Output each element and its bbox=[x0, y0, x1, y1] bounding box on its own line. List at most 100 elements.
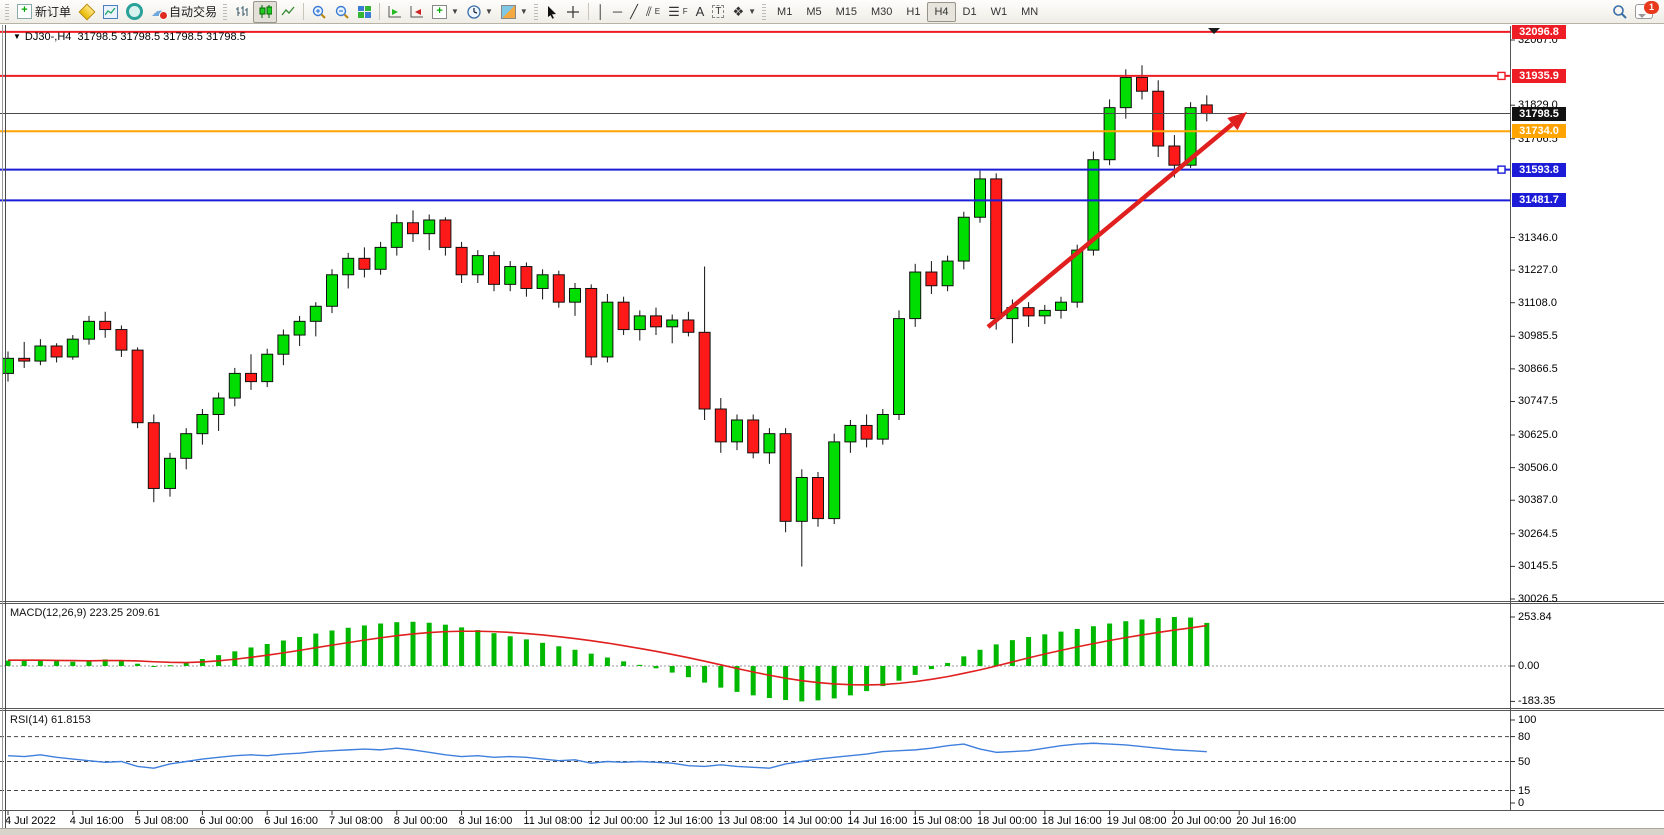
toolbar-separator bbox=[587, 3, 589, 20]
y-tick-label: 30866.5 bbox=[1518, 362, 1558, 375]
x-time-label: 6 Jul 16:00 bbox=[264, 815, 319, 827]
cursor-tool-button[interactable] bbox=[542, 2, 562, 22]
rsi-tick-label: 100 bbox=[1518, 714, 1537, 726]
toolbar-grip[interactable] bbox=[762, 3, 767, 20]
horizontal-line-tool-button[interactable]: ─ bbox=[612, 4, 623, 19]
window-left-border bbox=[2, 25, 3, 828]
market-watch-button[interactable] bbox=[75, 2, 99, 22]
timeframe-h1[interactable]: H1 bbox=[906, 5, 921, 18]
bar-chart-mode-button[interactable] bbox=[231, 2, 253, 22]
vertical-line-tool-button[interactable]: │ bbox=[596, 4, 605, 19]
fibonacci-tool-button[interactable]: ☰ F bbox=[668, 4, 688, 19]
new-chart-button[interactable] bbox=[99, 2, 122, 22]
toolbar-separator bbox=[379, 3, 381, 20]
timeframe-m5[interactable]: M5 bbox=[806, 5, 822, 18]
timeframe-w1[interactable]: W1 bbox=[990, 5, 1008, 18]
autotrade-label: 自动交易 bbox=[169, 5, 218, 19]
autotrade-button[interactable]: ☁ 自动交易 bbox=[147, 2, 221, 22]
periods-button[interactable]: ▼ bbox=[463, 2, 497, 22]
price-line-badge: 32096.8 bbox=[1512, 24, 1566, 39]
timeframe-h4-active[interactable]: H4 bbox=[927, 1, 956, 22]
toolbar-grip[interactable] bbox=[5, 3, 9, 20]
toolbar-grip[interactable] bbox=[223, 3, 228, 20]
arrows-tool-button[interactable]: ❖ ▼ bbox=[732, 4, 757, 19]
x-time-label: 14 Jul 00:00 bbox=[782, 815, 843, 827]
data-window-button[interactable] bbox=[122, 2, 147, 22]
y-tick-label: 30387.0 bbox=[1518, 494, 1558, 507]
toolbar-grip[interactable] bbox=[533, 3, 538, 20]
chart-symbol-period: DJ30-,H4 bbox=[24, 31, 72, 43]
rsi-tick-label: 80 bbox=[1518, 730, 1531, 743]
notification-count-badge: 1 bbox=[1644, 1, 1659, 14]
x-time-label: 8 Jul 00:00 bbox=[393, 815, 448, 827]
timeframe-m30[interactable]: M30 bbox=[871, 5, 893, 18]
y-tick-label: 31346.0 bbox=[1518, 231, 1558, 244]
zoom-out-icon bbox=[335, 5, 349, 19]
x-time-label: 18 Jul 00:00 bbox=[977, 815, 1037, 827]
y-tick-label: 30026.5 bbox=[1518, 592, 1558, 605]
rsi-indicator-label: RSI(14) 61.8153 bbox=[10, 714, 91, 726]
market-watch-icon bbox=[78, 3, 96, 20]
x-time-label: 5 Jul 08:00 bbox=[134, 815, 189, 827]
templates-button[interactable]: ▼ bbox=[497, 2, 532, 22]
y-tick-label: 30625.0 bbox=[1518, 429, 1558, 442]
x-time-label: 12 Jul 16:00 bbox=[653, 815, 713, 827]
timeframe-m15[interactable]: M15 bbox=[835, 5, 857, 18]
chart-menu-triangle-icon[interactable]: ▼ bbox=[13, 32, 21, 41]
macd-tick-label: -183.35 bbox=[1518, 695, 1556, 708]
chart-shift-button[interactable] bbox=[406, 2, 428, 22]
text-tool-button[interactable]: A bbox=[695, 4, 705, 19]
y-tick-label: 30145.5 bbox=[1518, 560, 1558, 573]
y-tick-label: 31227.0 bbox=[1518, 264, 1558, 277]
line-chart-mode-button[interactable] bbox=[277, 2, 299, 22]
x-time-label: 4 Jul 16:00 bbox=[69, 815, 124, 827]
zoom-out-button[interactable] bbox=[331, 2, 354, 22]
trendline-tool-button[interactable]: ╱ bbox=[630, 4, 638, 19]
notifications-chat-icon[interactable]: 1 bbox=[1635, 1, 1659, 19]
price-line-badge: 31734.0 bbox=[1512, 124, 1566, 139]
zoom-in-button[interactable] bbox=[308, 2, 331, 22]
window-bottom-strip bbox=[0, 828, 1664, 835]
caret-down-icon: ▼ bbox=[484, 7, 493, 16]
templates-icon bbox=[500, 4, 516, 19]
y-tick-label: 30264.5 bbox=[1518, 527, 1558, 540]
price-line-badge: 31593.8 bbox=[1512, 162, 1566, 177]
tile-windows-icon bbox=[358, 5, 372, 18]
caret-down-icon: ▼ bbox=[519, 7, 528, 16]
timeframe-d1[interactable]: D1 bbox=[962, 5, 977, 18]
y-tick-label: 30985.5 bbox=[1518, 330, 1558, 343]
crosshair-tool-button[interactable] bbox=[562, 2, 584, 22]
search-icon[interactable] bbox=[1612, 4, 1627, 19]
candle-chart-mode-button[interactable] bbox=[253, 0, 278, 23]
x-time-label: 14 Jul 16:00 bbox=[847, 815, 908, 827]
new-order-button[interactable]: + 新订单 bbox=[13, 2, 75, 22]
chart-shift-marker[interactable] bbox=[1208, 28, 1220, 34]
x-time-label: 6 Jul 00:00 bbox=[199, 815, 254, 827]
timeframe-m1[interactable]: M1 bbox=[777, 5, 793, 18]
rsi-tick-label: 15 bbox=[1518, 784, 1531, 797]
y-tick-label: 31108.0 bbox=[1518, 296, 1557, 309]
zoom-in-icon bbox=[312, 5, 326, 19]
new-order-label: 新订单 bbox=[35, 5, 72, 19]
auto-scroll-button[interactable] bbox=[384, 2, 406, 22]
text-label-tool-button[interactable]: T bbox=[708, 2, 728, 22]
price-line-badge: 31481.7 bbox=[1512, 193, 1566, 208]
new-chart-icon bbox=[103, 4, 119, 19]
equidistant-channel-tool-button[interactable]: ⫽ E bbox=[645, 4, 661, 19]
tile-windows-button[interactable] bbox=[354, 2, 375, 22]
new-order-icon: + bbox=[17, 4, 32, 19]
indicators-button[interactable]: + ▼ bbox=[428, 2, 463, 22]
macd-tick-label: 0.00 bbox=[1518, 660, 1540, 672]
text-label-icon: T bbox=[712, 5, 725, 18]
toolbar-separator bbox=[303, 3, 305, 20]
window-left-border bbox=[5, 25, 6, 828]
timeframe-mn[interactable]: MN bbox=[1021, 5, 1039, 18]
autotrade-stopped-dot bbox=[159, 10, 169, 20]
y-tick-label: 30506.0 bbox=[1518, 461, 1558, 474]
x-time-label: 12 Jul 00:00 bbox=[588, 815, 649, 827]
chart-shift-icon bbox=[410, 6, 424, 18]
x-time-label: 19 Jul 08:00 bbox=[1106, 815, 1167, 827]
x-time-label: 11 Jul 08:00 bbox=[523, 815, 583, 827]
chart-title: ▼ DJ30-,H4 31798.5 31798.5 31798.5 31798.… bbox=[13, 31, 246, 43]
x-time-label: 20 Jul 16:00 bbox=[1236, 815, 1297, 827]
